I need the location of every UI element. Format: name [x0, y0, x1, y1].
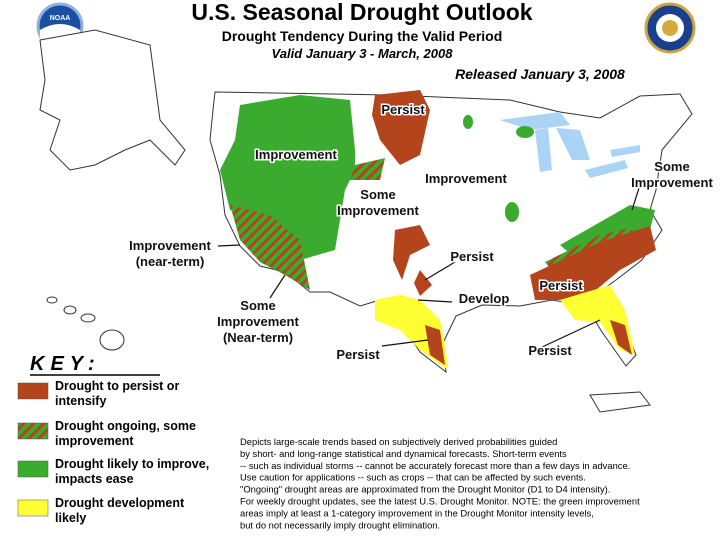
- map-label: (Near-term): [223, 330, 293, 345]
- map-label: Improvement: [631, 175, 713, 190]
- key-label: Drought likely to improve,: [55, 457, 209, 471]
- ongoing-southwest: [230, 205, 310, 290]
- map-label: (near-term): [136, 254, 205, 269]
- leader-line: [269, 274, 286, 299]
- leader-line: [631, 184, 641, 211]
- description-line: For weekly drought updates, see the late…: [240, 496, 640, 507]
- leader-line: [381, 339, 429, 347]
- map-label: Persist: [528, 343, 572, 358]
- subtitle: Drought Tendency During the Valid Period: [222, 28, 503, 44]
- improve-patches: [321, 115, 534, 250]
- map-label: Persist: [381, 102, 425, 117]
- map: [39, 29, 693, 413]
- key-label: improvement: [55, 434, 134, 448]
- released: Released January 3, 2008: [455, 66, 625, 82]
- leader-line: [217, 244, 241, 247]
- valid-period: Valid January 3 - March, 2008: [272, 46, 454, 61]
- key-label: Drought development: [55, 496, 185, 510]
- key-label: impacts ease: [55, 472, 134, 486]
- map-label: Some: [360, 187, 395, 202]
- key-swatch: [17, 382, 49, 400]
- map-label: Improvement: [217, 314, 299, 329]
- description-line: areas imply at least a 1-category improv…: [240, 507, 594, 518]
- leader-line: [539, 319, 601, 349]
- key-title: KEY:: [30, 353, 101, 375]
- leader-line: [424, 261, 456, 281]
- persist-florida: [610, 320, 632, 355]
- key-label: Drought to persist or: [55, 379, 179, 393]
- map-label: Persist: [336, 347, 380, 362]
- leader-line: [417, 299, 453, 303]
- logo-text: NOAA: [50, 15, 71, 22]
- alaska: [39, 29, 186, 171]
- key-label: Drought ongoing, some: [55, 419, 196, 433]
- persist-montana: [372, 90, 430, 165]
- description-line: Use caution for applications -- such as …: [240, 472, 586, 483]
- key-swatch: [17, 499, 49, 517]
- persist-southeast: [530, 226, 656, 300]
- map-label: Improvement: [337, 203, 419, 218]
- map-label: Persist: [539, 278, 583, 293]
- key-label: intensify: [55, 394, 106, 408]
- description-line: by short- and long-range statistical and…: [240, 448, 567, 459]
- ongoing-wyoming: [350, 158, 385, 180]
- description-line: but do not necessarily imply drought eli…: [240, 519, 440, 530]
- map-label: Develop: [459, 291, 510, 306]
- map-label: Persist: [450, 249, 494, 264]
- map-label: Improvement: [425, 171, 507, 186]
- commerce-seal: [644, 2, 696, 54]
- persist-texas: [425, 325, 445, 365]
- key-swatch: [17, 460, 49, 478]
- description-line: -- such as individual storms -- cannot b…: [240, 460, 630, 471]
- title: U.S. Seasonal Drought Outlook: [191, 0, 532, 25]
- description-line: "Ongoing" drought areas are approximated…: [240, 484, 610, 495]
- map-label: Improvement: [129, 238, 211, 253]
- description-line: Depicts large-scale trends based on subj…: [240, 436, 557, 447]
- great-lakes: [500, 112, 640, 178]
- map-label: Some: [654, 159, 689, 174]
- map-label: Improvement: [255, 147, 337, 162]
- puerto-rico: [589, 391, 651, 413]
- key-label: likely: [55, 511, 86, 525]
- map-label: Some: [240, 298, 275, 313]
- persist-colorado: [393, 225, 430, 280]
- key-swatch: [17, 422, 49, 440]
- persist-oklahoma: [414, 270, 432, 296]
